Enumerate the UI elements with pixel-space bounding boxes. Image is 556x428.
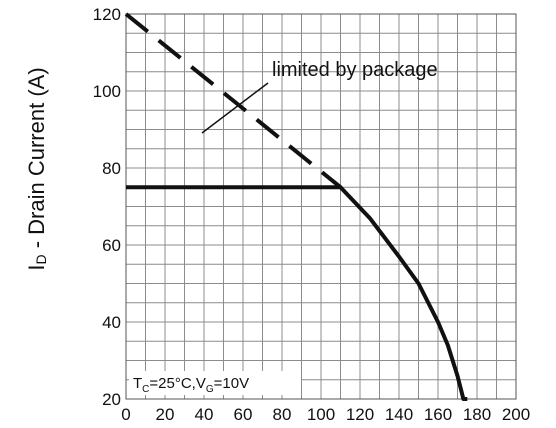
x-tick-label: 200 [502, 405, 530, 424]
x-tick-label: 20 [156, 405, 175, 424]
x-tick-label: 0 [121, 405, 130, 424]
x-tick-label: 80 [273, 405, 292, 424]
x-tick-label: 120 [346, 405, 374, 424]
x-tick-labels: 0 20 40 60 80 100 120 140 160 180 200 [121, 405, 530, 424]
series-line-dashed [124, 12, 342, 189]
x-tick-label: 40 [195, 405, 214, 424]
series-line-solid [126, 185, 468, 401]
x-tick-label: 140 [385, 405, 413, 424]
y-tick-labels: 20 40 60 80 100 120 [93, 5, 121, 409]
annotation-text: limited by package [272, 59, 438, 81]
conditions-label: TC=25°C,VG=10V [133, 375, 249, 395]
annotation-leader-line [201, 82, 269, 134]
x-tick-label: 180 [463, 405, 491, 424]
y-axis-label: ID - Drain Current (A) [24, 67, 49, 270]
y-tick-label: 20 [102, 390, 121, 409]
y-tick-label: 80 [102, 159, 121, 178]
series [124, 12, 468, 401]
x-tick-label: 160 [424, 405, 452, 424]
x-tick-label: 60 [234, 405, 253, 424]
y-tick-label: 120 [93, 5, 121, 24]
x-tick-label: 100 [307, 405, 335, 424]
conditions-box [129, 371, 301, 395]
y-tick-label: 40 [102, 313, 121, 332]
axes [125, 13, 517, 400]
y-tick-label: 100 [93, 82, 121, 101]
y-tick-label: 60 [102, 236, 121, 255]
plot-frame [125, 13, 517, 400]
